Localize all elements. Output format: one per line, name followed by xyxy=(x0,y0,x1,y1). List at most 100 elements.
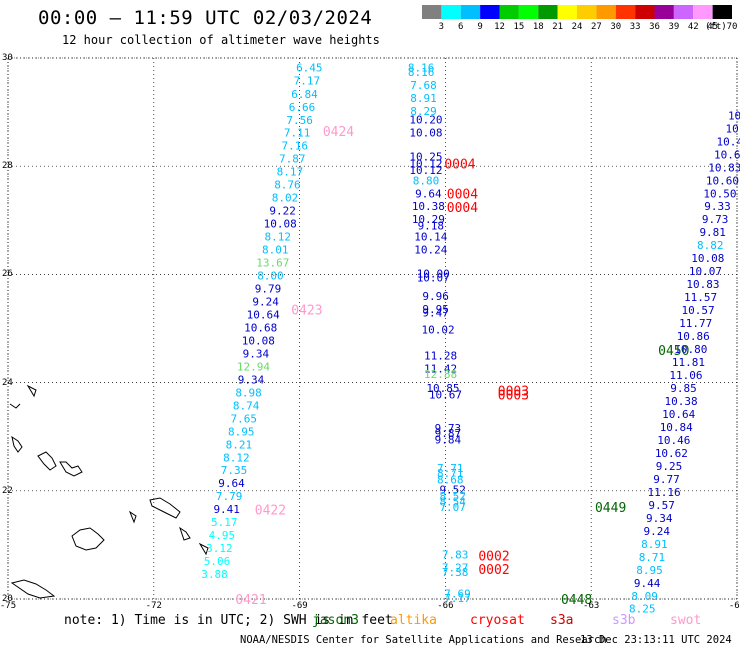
wave-height-point: 10.62 xyxy=(655,447,688,460)
coastline xyxy=(179,526,191,541)
wave-height-point: 10.67 xyxy=(429,389,462,402)
wave-height-point: 9.34 xyxy=(243,347,270,360)
wave-height-point: 10.38 xyxy=(665,395,698,408)
wave-height-point: 10.60 xyxy=(706,174,739,187)
wave-height-point: 8.52 xyxy=(439,490,466,503)
wave-height-point: 7.17 xyxy=(444,592,471,605)
wave-height-point: 10.83 xyxy=(686,278,719,291)
wave-height-point: 9.77 xyxy=(653,473,680,486)
wave-height-point: 9.64 xyxy=(415,187,442,200)
wave-height-point: 9.25 xyxy=(656,460,683,473)
pass-time-label: 0003 xyxy=(498,385,529,400)
wave-height-point: 8.16 xyxy=(408,62,435,75)
y-tick-label: 20 xyxy=(2,594,13,604)
map-subtitle: 12 hour collection of altimeter wave hei… xyxy=(62,33,380,47)
wave-height-point: 11.77 xyxy=(679,317,712,330)
credit-line: NOAA/NESDIS Center for Satellite Applica… xyxy=(240,634,607,646)
wave-height-point: 10.84 xyxy=(660,421,693,434)
pass-time-label: 0002 xyxy=(478,550,509,565)
wave-height-point: 7.71 xyxy=(437,462,464,475)
wave-height-point: 10.25 xyxy=(409,150,442,163)
wave-height-point: 11.06 xyxy=(669,369,702,382)
y-tick-label: 30 xyxy=(2,53,13,63)
legend-item-s3a: s3a xyxy=(550,613,574,628)
colorbar-label: 39 xyxy=(668,22,680,32)
pass-time-label: 0422 xyxy=(255,504,286,519)
coastline xyxy=(37,451,57,471)
wave-height-point: 10.08 xyxy=(409,127,442,140)
colorbar-label: 18 xyxy=(532,22,544,32)
colorbar xyxy=(422,5,732,19)
legend-item-cryosat: cryosat xyxy=(470,613,525,628)
wave-height-point: 10.29 xyxy=(412,213,445,226)
x-tick-label: -60 xyxy=(728,601,740,611)
wave-height-point: 8.71 xyxy=(639,551,666,564)
wave-height-point: 8.12 xyxy=(223,451,250,464)
coastline xyxy=(10,579,56,599)
wave-height-point: 10.68 xyxy=(244,321,277,334)
wave-height-point: 12.94 xyxy=(237,360,270,373)
wave-height-point: 7.35 xyxy=(221,464,248,477)
colorbar-label: 42 xyxy=(687,22,699,32)
wave-height-point: 10.86 xyxy=(677,330,710,343)
coastline xyxy=(71,527,105,551)
wave-height-point: 11.42 xyxy=(424,363,457,376)
wave-height-point: 10.83 xyxy=(708,161,740,174)
colorbar-label: 27 xyxy=(590,22,602,32)
wave-height-point: 10.64 xyxy=(662,408,695,421)
wave-height-point: 13.67 xyxy=(256,256,289,269)
pass-time-label: 0002 xyxy=(478,563,509,578)
wave-height-point: 10.80 xyxy=(674,343,707,356)
map-title: 00:00 – 11:59 UTC 02/03/2024 xyxy=(38,7,373,29)
wave-height-point: 9.95 xyxy=(422,303,449,316)
wave-height-point: 10.24 xyxy=(414,244,447,257)
wave-height-point: 6.84 xyxy=(291,88,318,101)
wave-height-point: 9.18 xyxy=(418,220,445,233)
wave-height-point: 10.00 xyxy=(417,267,450,280)
wave-height-point: 11.28 xyxy=(424,350,457,363)
wave-height-point: 8.95 xyxy=(636,564,663,577)
colorbar-label: 36 xyxy=(649,22,660,32)
colorbar-swatch xyxy=(673,5,694,19)
wave-height-point: 9.96 xyxy=(422,290,449,303)
x-tick-label: -69 xyxy=(291,601,308,611)
colorbar-label: 9 xyxy=(477,22,483,32)
colorbar-swatch xyxy=(518,5,539,19)
wave-height-point: 7.07 xyxy=(439,501,466,514)
legend-note: note: 1) Time is in UTC; 2) SWH is in fe… xyxy=(64,613,393,628)
colorbar-swatch xyxy=(538,5,558,19)
wave-height-point: 7.65 xyxy=(230,412,257,425)
pass-time-label: 0003 xyxy=(498,389,529,404)
wave-height-point: 8.76 xyxy=(274,179,301,192)
wave-height-point: 10.4 xyxy=(716,135,740,148)
colorbar-swatch xyxy=(693,5,713,19)
wave-height-point: 9.44 xyxy=(634,577,661,590)
wave-height-point: 8.12 xyxy=(264,231,291,244)
coastline xyxy=(59,461,83,477)
wave-height-point: 9.57 xyxy=(648,499,675,512)
wave-height-point: 10.07 xyxy=(417,272,450,285)
wave-height-point: 11.57 xyxy=(684,291,717,304)
wave-height-point: 9.81 xyxy=(699,226,726,239)
legend-item-swot: swot xyxy=(670,613,702,628)
pass-time-label: 0421 xyxy=(235,593,266,608)
wave-height-point: 8.95 xyxy=(228,425,255,438)
wave-height-point: 10 xyxy=(728,109,740,122)
wave-height-point: 8.02 xyxy=(272,192,299,205)
colorbar-swatch xyxy=(557,5,577,19)
colorbar-label: 45 xyxy=(707,22,719,32)
pass-time-label: 0449 xyxy=(595,501,626,516)
wave-height-point: 10.08 xyxy=(264,218,297,231)
coastline xyxy=(149,497,181,519)
colorbar-swatch xyxy=(712,5,732,19)
wave-height-point: 3.88 xyxy=(201,568,228,581)
wave-height-point: 9.52 xyxy=(439,484,466,497)
pass-time-label: 0004 xyxy=(447,187,478,202)
wave-height-point: 9.79 xyxy=(255,282,282,295)
wave-height-point: 10.02 xyxy=(422,324,455,337)
wave-height-point: 11.81 xyxy=(672,356,705,369)
legend-item-s3b: s3b xyxy=(612,613,636,628)
colorbar-swatch xyxy=(596,5,616,19)
wave-height-point: 5.06 xyxy=(204,555,231,568)
wave-height-point: 7.16 xyxy=(281,140,308,153)
